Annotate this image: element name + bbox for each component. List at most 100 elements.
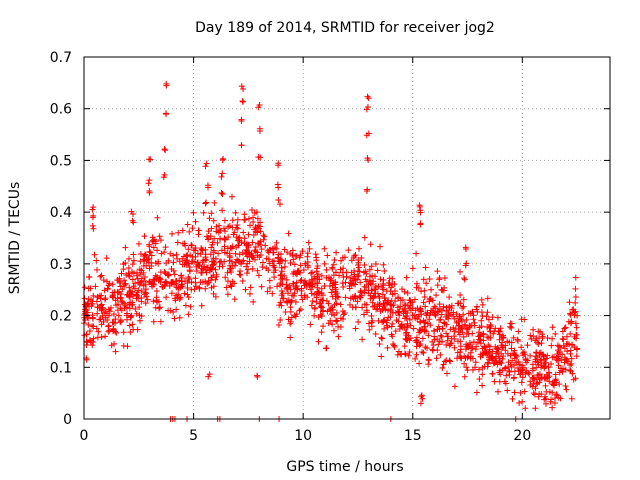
data-point bbox=[515, 367, 522, 374]
data-point bbox=[158, 250, 165, 257]
data-point bbox=[508, 339, 515, 346]
data-point bbox=[118, 298, 125, 305]
data-point bbox=[246, 251, 253, 258]
data-point bbox=[448, 340, 455, 347]
data-point bbox=[143, 293, 150, 300]
data-point bbox=[487, 353, 494, 360]
data-point bbox=[537, 328, 544, 335]
data-point bbox=[304, 294, 311, 301]
data-point bbox=[183, 259, 190, 266]
data-point bbox=[93, 257, 100, 264]
data-point bbox=[409, 265, 416, 272]
data-point bbox=[241, 211, 248, 218]
data-point bbox=[242, 286, 249, 293]
data-point bbox=[157, 276, 164, 283]
data-point bbox=[417, 220, 424, 227]
y-tick-label: 0.5 bbox=[50, 153, 72, 169]
data-point bbox=[211, 199, 218, 206]
data-point bbox=[193, 267, 200, 274]
data-point bbox=[370, 293, 377, 300]
data-point bbox=[521, 316, 528, 323]
data-point bbox=[219, 263, 226, 270]
data-point bbox=[229, 224, 236, 231]
data-point bbox=[318, 313, 325, 320]
data-point bbox=[419, 348, 426, 355]
data-point bbox=[208, 244, 215, 251]
data-point bbox=[163, 80, 170, 87]
data-point bbox=[126, 284, 133, 291]
data-point bbox=[406, 305, 413, 312]
data-point bbox=[202, 267, 209, 274]
data-point bbox=[292, 299, 299, 306]
data-point bbox=[241, 217, 248, 224]
data-point bbox=[91, 251, 98, 258]
data-point bbox=[314, 284, 321, 291]
data-point bbox=[163, 294, 170, 301]
data-point bbox=[173, 306, 180, 313]
data-point bbox=[366, 266, 373, 273]
data-point bbox=[309, 281, 316, 288]
data-point bbox=[114, 301, 121, 308]
data-point bbox=[172, 297, 179, 304]
data-point bbox=[441, 284, 448, 291]
data-point bbox=[122, 259, 129, 266]
data-point bbox=[546, 378, 553, 385]
data-point bbox=[422, 303, 429, 310]
data-point bbox=[235, 242, 242, 249]
data-point bbox=[115, 312, 122, 319]
data-point bbox=[249, 265, 256, 272]
data-point bbox=[381, 267, 388, 274]
data-point bbox=[361, 287, 368, 294]
data-point bbox=[295, 267, 302, 274]
data-point bbox=[335, 294, 342, 301]
data-point bbox=[552, 377, 559, 384]
data-point bbox=[85, 315, 92, 322]
data-point bbox=[290, 292, 297, 299]
data-point bbox=[504, 338, 511, 345]
data-point bbox=[175, 284, 182, 291]
data-point bbox=[515, 328, 522, 335]
data-point bbox=[568, 318, 575, 325]
data-point bbox=[439, 325, 446, 332]
data-point bbox=[289, 247, 296, 254]
data-point bbox=[326, 282, 333, 289]
data-point bbox=[527, 332, 534, 339]
data-point bbox=[337, 266, 344, 273]
data-point bbox=[183, 253, 190, 260]
data-point bbox=[295, 268, 302, 275]
data-point bbox=[154, 247, 161, 254]
data-point bbox=[401, 288, 408, 295]
data-point bbox=[185, 311, 192, 318]
data-point bbox=[440, 303, 447, 310]
data-point bbox=[347, 280, 354, 287]
data-point bbox=[231, 280, 238, 287]
data-point bbox=[421, 323, 428, 330]
data-point bbox=[246, 290, 253, 297]
data-point bbox=[192, 275, 199, 282]
data-point bbox=[418, 392, 425, 399]
data-point bbox=[87, 285, 94, 292]
data-point bbox=[560, 336, 567, 343]
data-point bbox=[129, 261, 136, 268]
data-point bbox=[480, 337, 487, 344]
data-point bbox=[117, 317, 124, 324]
data-point bbox=[462, 322, 469, 329]
data-point bbox=[461, 373, 468, 380]
data-point bbox=[192, 253, 199, 260]
data-point bbox=[353, 276, 360, 283]
data-point bbox=[561, 325, 568, 332]
data-point bbox=[324, 308, 331, 315]
data-point bbox=[429, 346, 436, 353]
y-tick-label: 0.2 bbox=[50, 309, 72, 325]
data-point bbox=[215, 250, 222, 257]
data-point bbox=[497, 359, 504, 366]
data-point bbox=[252, 228, 259, 235]
data-point bbox=[451, 315, 458, 322]
data-point bbox=[463, 364, 470, 371]
data-point bbox=[96, 292, 103, 299]
data-point bbox=[403, 336, 410, 343]
data-point bbox=[239, 98, 246, 105]
data-point bbox=[225, 234, 232, 241]
data-point bbox=[469, 308, 476, 315]
data-point bbox=[287, 320, 294, 327]
